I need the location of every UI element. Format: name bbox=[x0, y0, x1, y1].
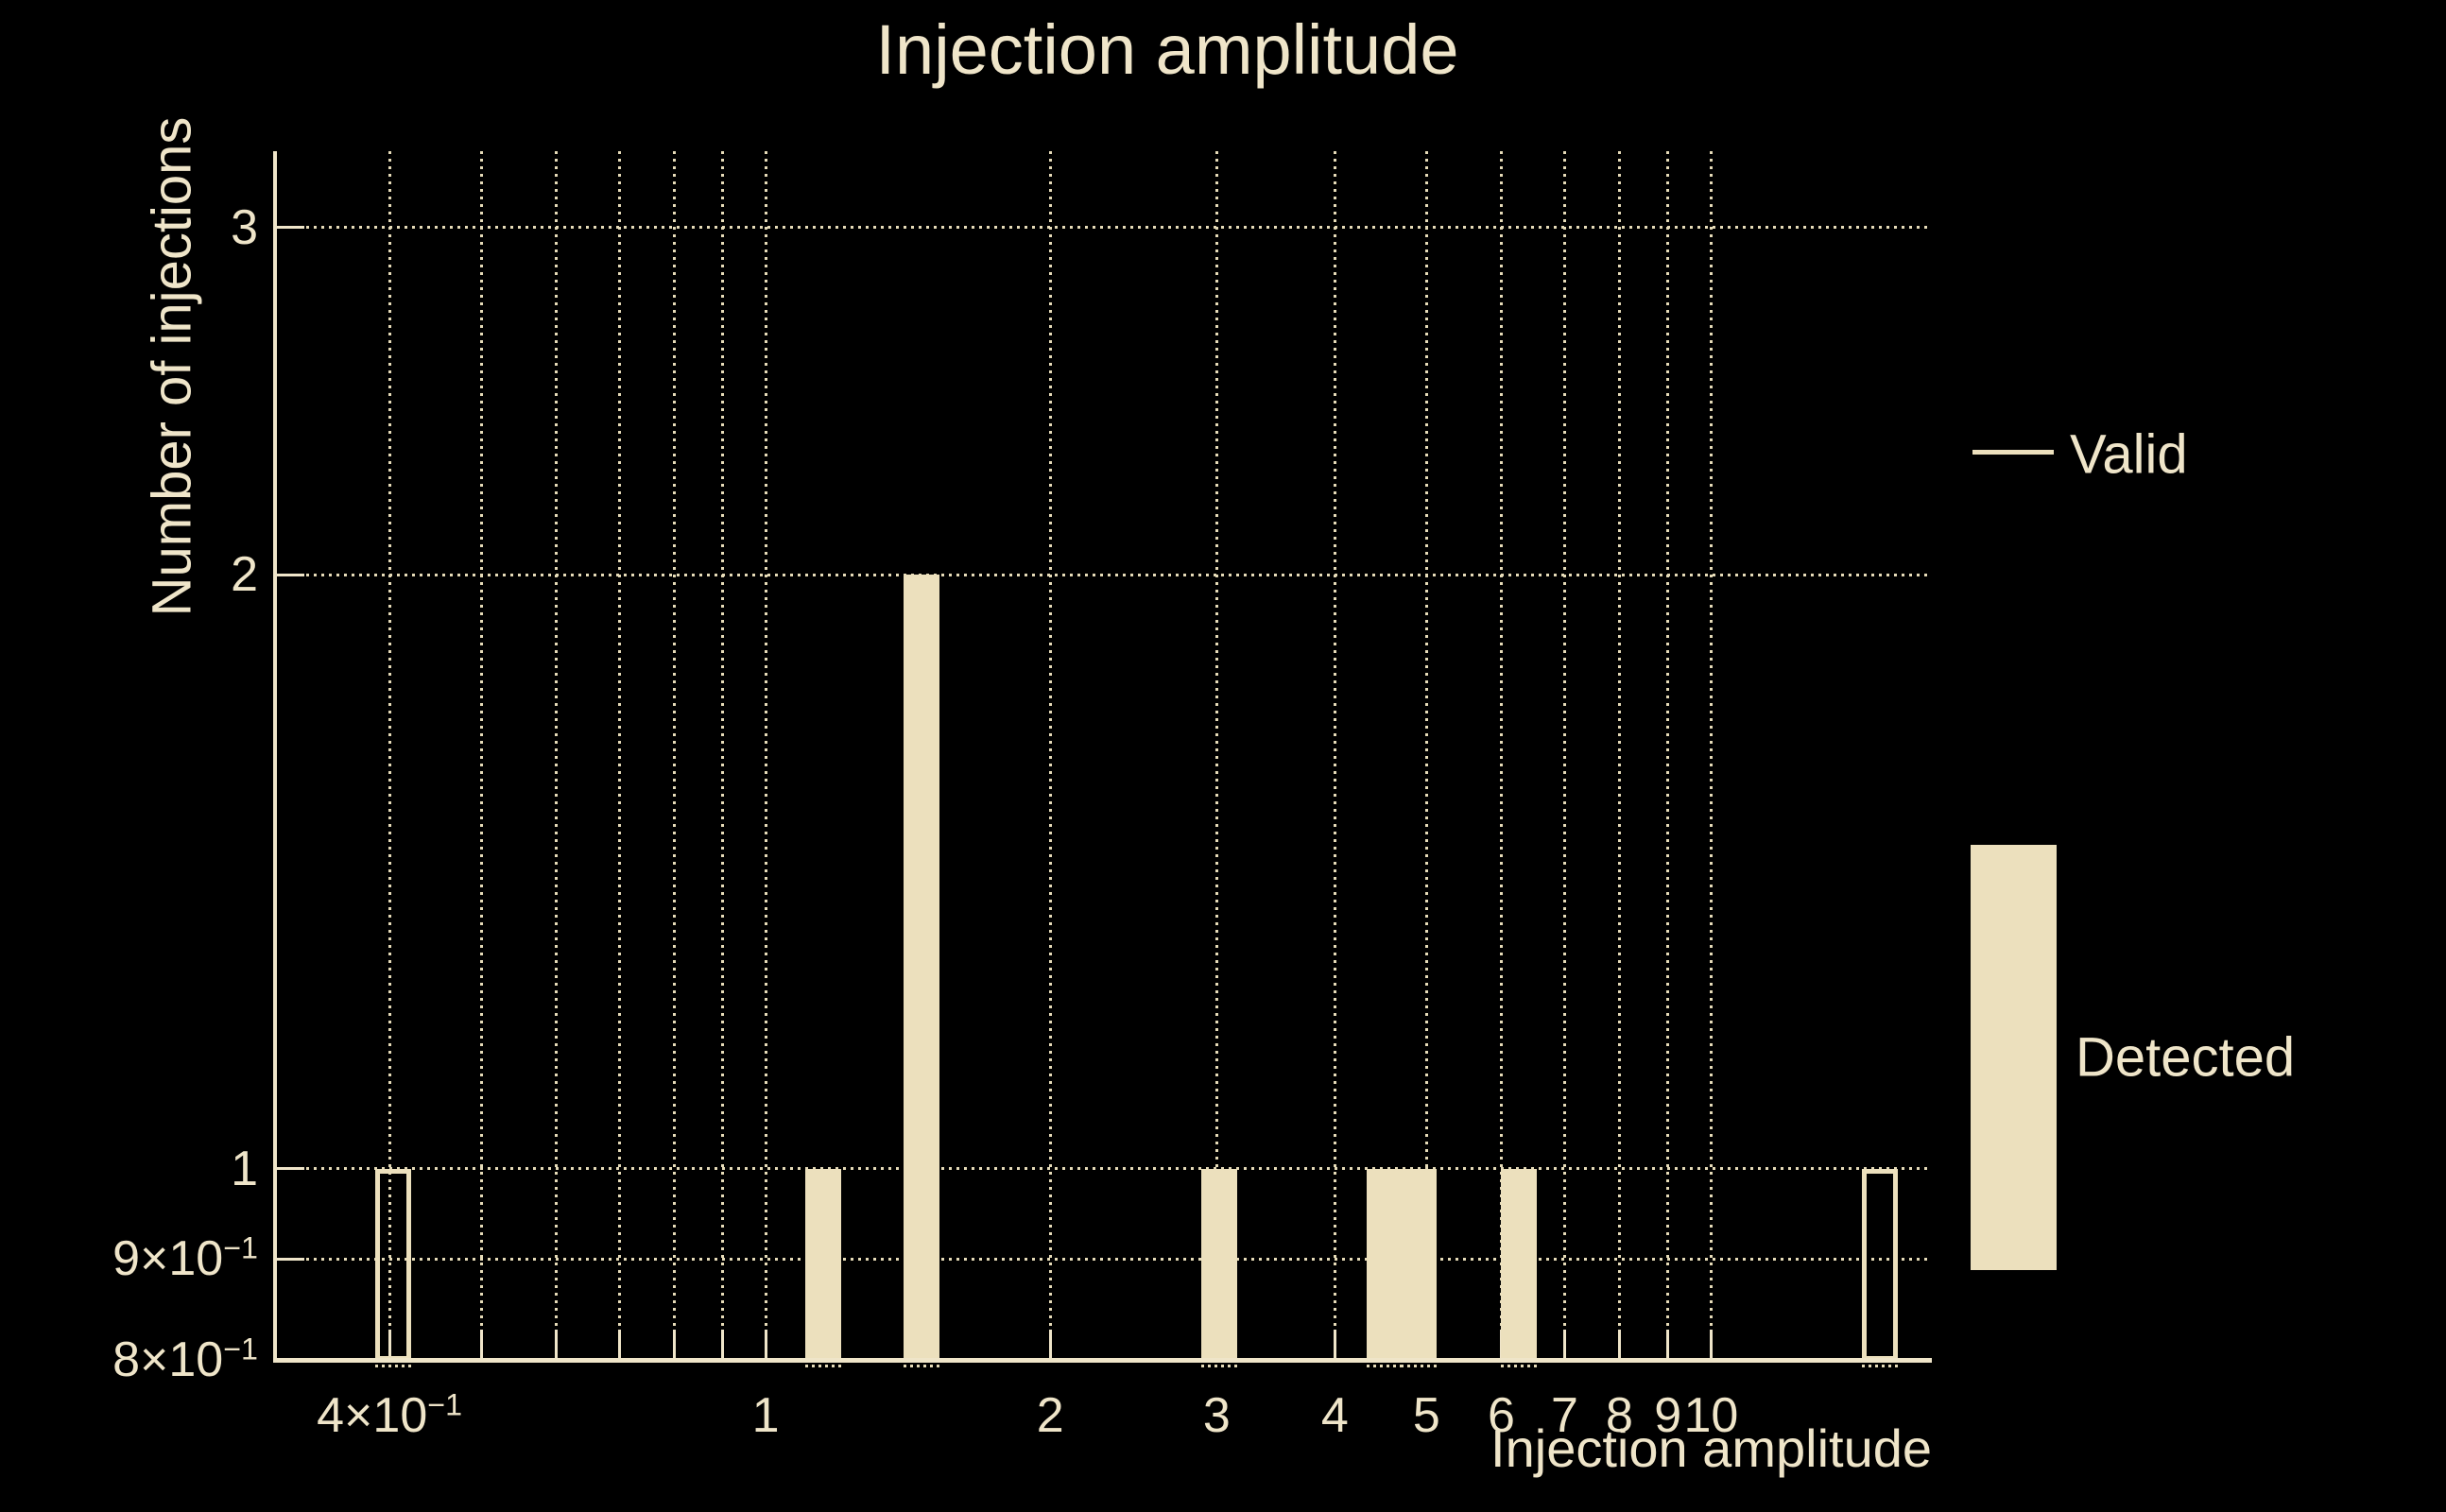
x-axis-title: Injection amplitude bbox=[1490, 1418, 1932, 1478]
y-tick-label: 9×10−1 bbox=[112, 1230, 258, 1287]
grid-line-x bbox=[1424, 151, 1428, 1358]
x-tick-label: 4×10−1 bbox=[317, 1387, 463, 1443]
detected-legend-patch-swatch bbox=[1971, 845, 2057, 1270]
x-tick-mark bbox=[720, 1330, 724, 1358]
x-tick-mark bbox=[1709, 1330, 1713, 1358]
x-tick-label: 2 bbox=[1036, 1388, 1064, 1443]
bar-detected bbox=[1500, 1168, 1537, 1358]
grid-line-x bbox=[1617, 151, 1621, 1358]
y-axis-title: Number of injections bbox=[141, 116, 203, 617]
y-tick-label: 8×10−1 bbox=[112, 1332, 258, 1387]
grid-line-x bbox=[672, 151, 676, 1358]
x-tick-mark bbox=[1333, 1330, 1336, 1358]
x-tick-label: 1 bbox=[751, 1388, 780, 1443]
bar-valid bbox=[375, 1168, 412, 1361]
bar-valid bbox=[1862, 1168, 1899, 1361]
x-tick-mark bbox=[388, 1330, 391, 1358]
bar-baseline-mark bbox=[1367, 1365, 1404, 1367]
bar-detected bbox=[804, 1168, 841, 1358]
x-tick-label: 3 bbox=[1202, 1388, 1231, 1443]
x-tick-mark bbox=[1617, 1330, 1621, 1358]
grid-line-x bbox=[764, 151, 767, 1358]
grid-line-y bbox=[276, 1257, 1932, 1261]
grid-line-x bbox=[479, 151, 483, 1358]
x-tick-label: 7 bbox=[1551, 1388, 1578, 1443]
y-tick-mark bbox=[276, 226, 304, 230]
bar-baseline-mark bbox=[375, 1365, 412, 1367]
grid-line-x bbox=[1562, 151, 1566, 1358]
x-tick-mark bbox=[672, 1330, 676, 1358]
bar-baseline-mark bbox=[903, 1365, 939, 1367]
chart-title: Injection amplitude bbox=[875, 10, 1459, 89]
x-tick-mark bbox=[1666, 1330, 1670, 1358]
x-tick-mark bbox=[1048, 1330, 1052, 1358]
valid-legend-line-swatch bbox=[1972, 450, 2054, 455]
y-tick-label: 2 bbox=[231, 547, 258, 603]
x-tick-label: 8 bbox=[1606, 1388, 1633, 1443]
y-tick-label: 3 bbox=[231, 199, 258, 255]
grid-line-y bbox=[276, 1167, 1932, 1171]
valid-legend-label: Valid bbox=[2070, 423, 2188, 486]
x-tick-label: 9 bbox=[1654, 1388, 1682, 1443]
grid-line-x bbox=[617, 151, 621, 1358]
x-tick-mark bbox=[617, 1330, 621, 1358]
x-tick-label: 10 bbox=[1683, 1388, 1739, 1443]
y-tick-mark bbox=[276, 1257, 304, 1261]
detected-legend-label: Detected bbox=[2076, 1026, 2296, 1089]
x-tick-mark bbox=[479, 1330, 483, 1358]
grid-line-y bbox=[276, 573, 1932, 576]
x-tick-mark bbox=[554, 1330, 558, 1358]
grid-line-x bbox=[554, 151, 558, 1358]
bar-baseline-mark bbox=[1500, 1365, 1537, 1367]
bar-detected bbox=[1400, 1168, 1437, 1358]
y-tick-mark bbox=[276, 1167, 304, 1171]
grid-line-y bbox=[276, 226, 1932, 230]
bar-baseline-mark bbox=[1862, 1365, 1899, 1367]
grid-line-x bbox=[388, 151, 391, 1358]
bar-baseline-mark bbox=[1400, 1365, 1437, 1367]
x-tick-label: 4 bbox=[1320, 1388, 1349, 1443]
x-axis-line bbox=[273, 1358, 1932, 1363]
bar-detected bbox=[1201, 1168, 1238, 1358]
grid-line-x bbox=[1709, 151, 1713, 1358]
y-axis-line bbox=[273, 151, 277, 1363]
x-tick-mark bbox=[1562, 1330, 1566, 1358]
bar-baseline-mark bbox=[1201, 1365, 1238, 1367]
grid-line-x bbox=[1500, 151, 1503, 1358]
x-tick-label: 5 bbox=[1412, 1388, 1440, 1443]
grid-line-x bbox=[1048, 151, 1052, 1358]
bar-baseline-mark bbox=[804, 1365, 841, 1367]
grid-line-x bbox=[1333, 151, 1336, 1358]
y-tick-mark bbox=[276, 573, 304, 576]
y-tick-label: 1 bbox=[231, 1141, 258, 1196]
grid-line-x bbox=[720, 151, 724, 1358]
x-tick-label: 6 bbox=[1488, 1388, 1515, 1443]
x-tick-mark bbox=[764, 1330, 767, 1358]
grid-line-x bbox=[1666, 151, 1670, 1358]
grid-line-x bbox=[1214, 151, 1218, 1358]
bar-detected bbox=[903, 575, 939, 1358]
bar-detected bbox=[1367, 1168, 1404, 1358]
